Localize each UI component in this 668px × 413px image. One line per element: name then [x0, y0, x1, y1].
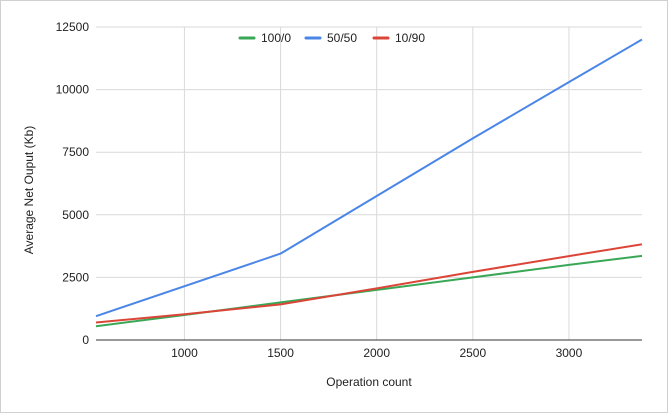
y-tick-label: 0	[82, 333, 89, 347]
x-tick-label: 2500	[459, 346, 486, 360]
y-tick-label: 10000	[56, 83, 90, 97]
series-line-50-50	[95, 38, 643, 318]
legend-label: 100/0	[261, 31, 291, 45]
x-tick-label: 2000	[363, 346, 390, 360]
series-lines	[95, 38, 643, 328]
y-tick-label: 2500	[62, 270, 89, 284]
legend-label: 10/90	[395, 31, 425, 45]
x-tick-label: 1500	[267, 346, 294, 360]
y-tick-label: 5000	[62, 208, 89, 222]
x-axis-title: Operation count	[326, 375, 412, 389]
y-tick-label: 7500	[62, 145, 89, 159]
legend: 100/0 50/50 10/90	[238, 31, 425, 45]
y-tick-label: 12500	[56, 20, 90, 34]
x-tick-labels: 1000 1500 2000 2500 3000	[171, 346, 583, 360]
y-tick-labels: 0 2500 5000 7500 10000 12500	[56, 20, 90, 347]
grid-lines	[96, 26, 642, 340]
x-tick-label: 1000	[171, 346, 198, 360]
series-line-10-90	[95, 243, 643, 324]
legend-label: 50/50	[327, 31, 357, 45]
x-tick-label: 3000	[556, 346, 583, 360]
y-axis-title: Average Net Ouput (Kb)	[22, 126, 36, 255]
